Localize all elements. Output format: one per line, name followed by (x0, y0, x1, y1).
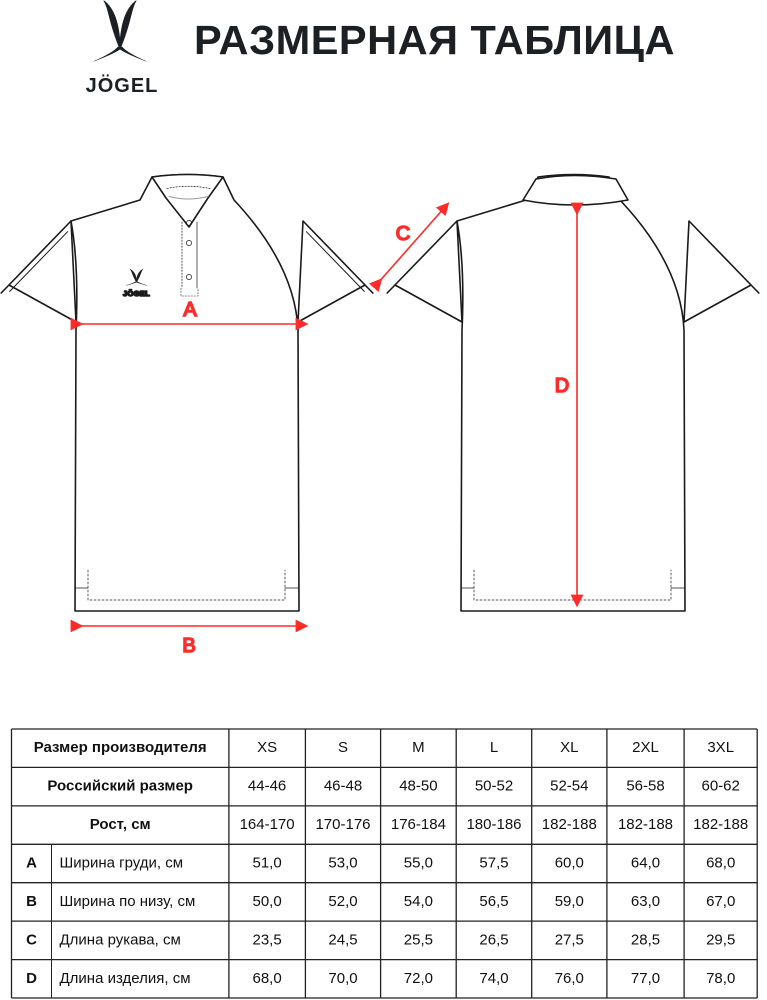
svg-text:44-46: 44-46 (248, 778, 286, 795)
svg-text:XS: XS (257, 739, 277, 756)
svg-text:60-62: 60-62 (702, 778, 740, 795)
svg-text:68,0: 68,0 (252, 970, 281, 987)
svg-text:Длина рукава, см: Длина рукава, см (60, 931, 181, 948)
svg-text:50-52: 50-52 (475, 778, 513, 795)
svg-text:L: L (490, 739, 498, 756)
svg-text:29,5: 29,5 (706, 931, 735, 948)
svg-text:48-50: 48-50 (399, 778, 437, 795)
svg-text:53,0: 53,0 (328, 854, 357, 871)
svg-text:Ширина груди, см: Ширина груди, см (60, 854, 184, 871)
svg-text:JÖGEL: JÖGEL (123, 289, 150, 298)
svg-text:52,0: 52,0 (328, 893, 357, 910)
svg-text:C: C (26, 931, 37, 948)
svg-text:78,0: 78,0 (706, 970, 735, 987)
svg-text:74,0: 74,0 (479, 970, 508, 987)
svg-text:70,0: 70,0 (328, 970, 357, 987)
svg-text:M: M (412, 739, 425, 756)
svg-text:27,5: 27,5 (555, 931, 584, 948)
svg-text:76,0: 76,0 (555, 970, 584, 987)
svg-text:55,0: 55,0 (404, 854, 433, 871)
svg-text:25,5: 25,5 (404, 931, 433, 948)
svg-text:28,5: 28,5 (631, 931, 660, 948)
svg-text:S: S (338, 739, 348, 756)
svg-text:3XL: 3XL (707, 739, 734, 756)
svg-text:56,5: 56,5 (479, 893, 508, 910)
svg-text:Рост, см: Рост, см (90, 816, 151, 833)
svg-text:77,0: 77,0 (631, 970, 660, 987)
svg-text:XL: XL (560, 739, 578, 756)
svg-text:68,0: 68,0 (706, 854, 735, 871)
svg-text:182-188: 182-188 (618, 816, 673, 833)
svg-text:Размер производителя: Размер производителя (34, 739, 207, 756)
svg-text:23,5: 23,5 (252, 931, 281, 948)
svg-text:Российский размер: Российский размер (47, 778, 193, 795)
svg-text:72,0: 72,0 (404, 970, 433, 987)
svg-text:B: B (26, 893, 37, 910)
svg-text:59,0: 59,0 (555, 893, 584, 910)
svg-text:JÖGEL: JÖGEL (86, 74, 159, 97)
svg-text:63,0: 63,0 (631, 893, 660, 910)
svg-text:176-184: 176-184 (391, 816, 446, 833)
svg-text:26,5: 26,5 (479, 931, 508, 948)
svg-text:164-170: 164-170 (240, 816, 295, 833)
svg-text:170-176: 170-176 (315, 816, 370, 833)
svg-text:24,5: 24,5 (328, 931, 357, 948)
svg-text:67,0: 67,0 (706, 893, 735, 910)
svg-text:50,0: 50,0 (252, 893, 281, 910)
svg-text:64,0: 64,0 (631, 854, 660, 871)
svg-text:Ширина по низу, см: Ширина по низу, см (60, 893, 196, 910)
svg-text:B: B (182, 635, 195, 657)
svg-text:46-48: 46-48 (324, 778, 362, 795)
svg-text:A: A (26, 854, 37, 871)
svg-text:2XL: 2XL (632, 739, 659, 756)
svg-text:C: C (396, 223, 410, 245)
svg-text:182-188: 182-188 (693, 816, 748, 833)
svg-text:56-58: 56-58 (626, 778, 664, 795)
svg-text:Длина изделия, см: Длина изделия, см (60, 970, 191, 987)
svg-text:54,0: 54,0 (404, 893, 433, 910)
svg-text:52-54: 52-54 (550, 778, 588, 795)
svg-text:60,0: 60,0 (555, 854, 584, 871)
svg-text:180-186: 180-186 (466, 816, 521, 833)
svg-text:51,0: 51,0 (252, 854, 281, 871)
svg-text:182-188: 182-188 (542, 816, 597, 833)
svg-text:РАЗМЕРНАЯ ТАБЛИЦА: РАЗМЕРНАЯ ТАБЛИЦА (194, 17, 675, 63)
svg-text:D: D (555, 375, 569, 397)
svg-text:57,5: 57,5 (479, 854, 508, 871)
svg-text:A: A (183, 299, 197, 321)
svg-text:D: D (26, 970, 37, 987)
